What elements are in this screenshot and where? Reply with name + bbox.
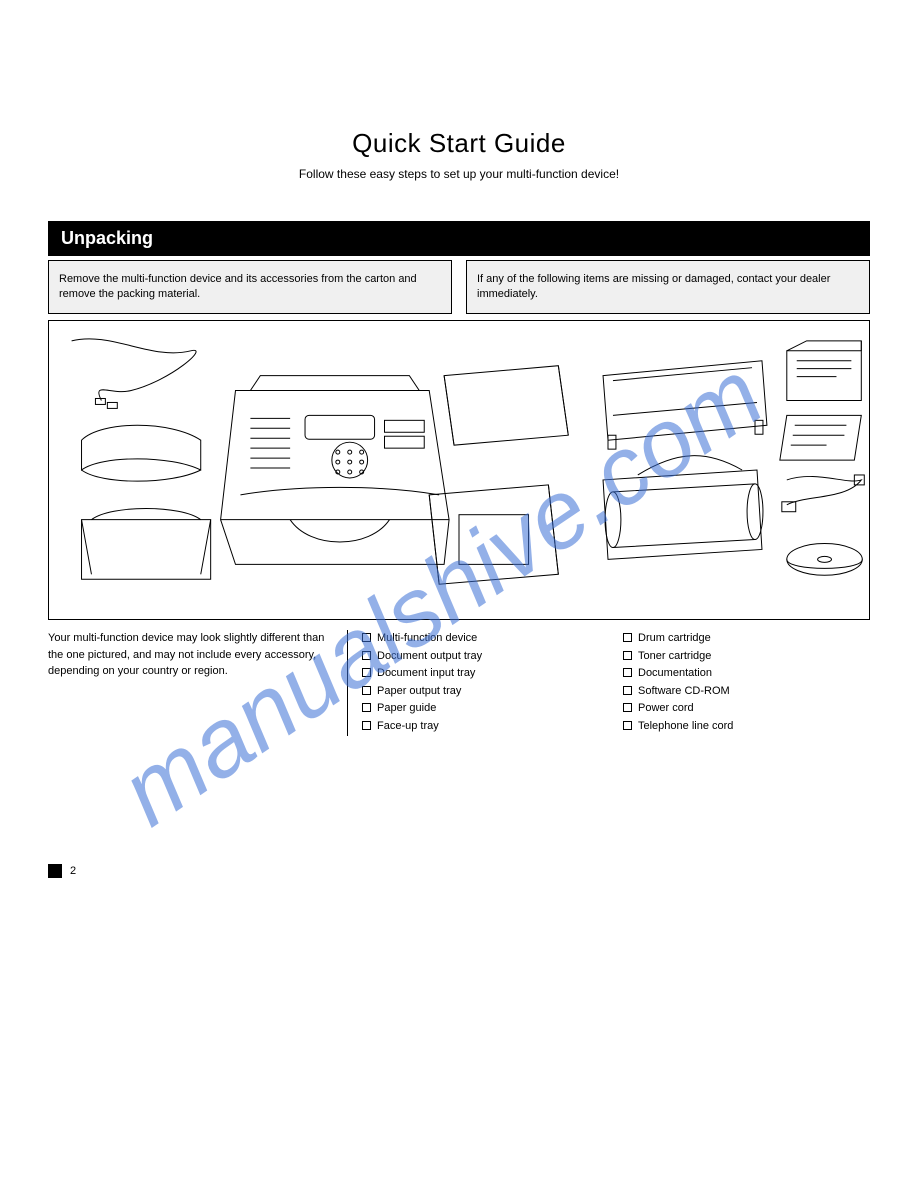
lists-note-text: Your multi-function device may look slig… (48, 632, 324, 677)
section-bar-unpacking: Unpacking (48, 221, 870, 256)
list-item: Paper output tray (362, 683, 595, 701)
list-item-label: Document input tray (377, 665, 475, 683)
list-item: Document output tray (362, 648, 595, 666)
checklist-mid: Multi-function device Document output tr… (348, 630, 609, 736)
checklist-right: Drum cartridge Toner cartridge Documenta… (609, 630, 870, 736)
instruction-left: Remove the multi-function device and its… (48, 260, 452, 314)
list-item-label: Telephone line cord (638, 718, 733, 736)
list-item-label: Drum cartridge (638, 630, 711, 648)
page-title: Quick Start Guide (48, 128, 870, 159)
page: Quick Start Guide Follow these easy step… (0, 0, 918, 1188)
lists-row: Your multi-function device may look slig… (48, 630, 870, 736)
list-item: Telephone line cord (623, 718, 856, 736)
page-number-marker (48, 864, 62, 878)
illustration-box (48, 320, 870, 620)
list-item-label: Face-up tray (377, 718, 439, 736)
list-item: Multi-function device (362, 630, 595, 648)
instruction-right-text: If any of the following items are missin… (477, 272, 859, 302)
list-item-label: Document output tray (377, 648, 482, 666)
checkbox-icon (362, 703, 371, 712)
checkbox-icon (623, 721, 632, 730)
checkbox-icon (623, 703, 632, 712)
list-item: Document input tray (362, 665, 595, 683)
page-number: 2 (48, 864, 76, 878)
list-item: Drum cartridge (623, 630, 856, 648)
list-item: Documentation (623, 665, 856, 683)
checkbox-icon (362, 651, 371, 660)
checkbox-icon (623, 686, 632, 695)
page-subtitle: Follow these easy steps to set up your m… (48, 167, 870, 181)
components-illustration (49, 321, 869, 619)
list-item: Paper guide (362, 700, 595, 718)
checkbox-icon (362, 686, 371, 695)
checkbox-icon (623, 668, 632, 677)
list-item: Power cord (623, 700, 856, 718)
list-item-label: Power cord (638, 700, 694, 718)
list-item: Face-up tray (362, 718, 595, 736)
list-item-label: Documentation (638, 665, 712, 683)
instruction-left-text: Remove the multi-function device and its… (59, 272, 441, 302)
list-item-label: Software CD-ROM (638, 683, 730, 701)
list-item-label: Multi-function device (377, 630, 477, 648)
lists-note-col: Your multi-function device may look slig… (48, 630, 348, 736)
checkbox-icon (623, 651, 632, 660)
checkbox-icon (362, 668, 371, 677)
checkbox-icon (623, 633, 632, 642)
page-number-text: 2 (70, 865, 76, 877)
list-item: Toner cartridge (623, 648, 856, 666)
list-item: Software CD-ROM (623, 683, 856, 701)
checkbox-icon (362, 633, 371, 642)
list-item-label: Toner cartridge (638, 648, 711, 666)
instruction-right: If any of the following items are missin… (466, 260, 870, 314)
list-item-label: Paper output tray (377, 683, 461, 701)
checkbox-icon (362, 721, 371, 730)
list-item-label: Paper guide (377, 700, 436, 718)
instruction-row: Remove the multi-function device and its… (48, 260, 870, 314)
